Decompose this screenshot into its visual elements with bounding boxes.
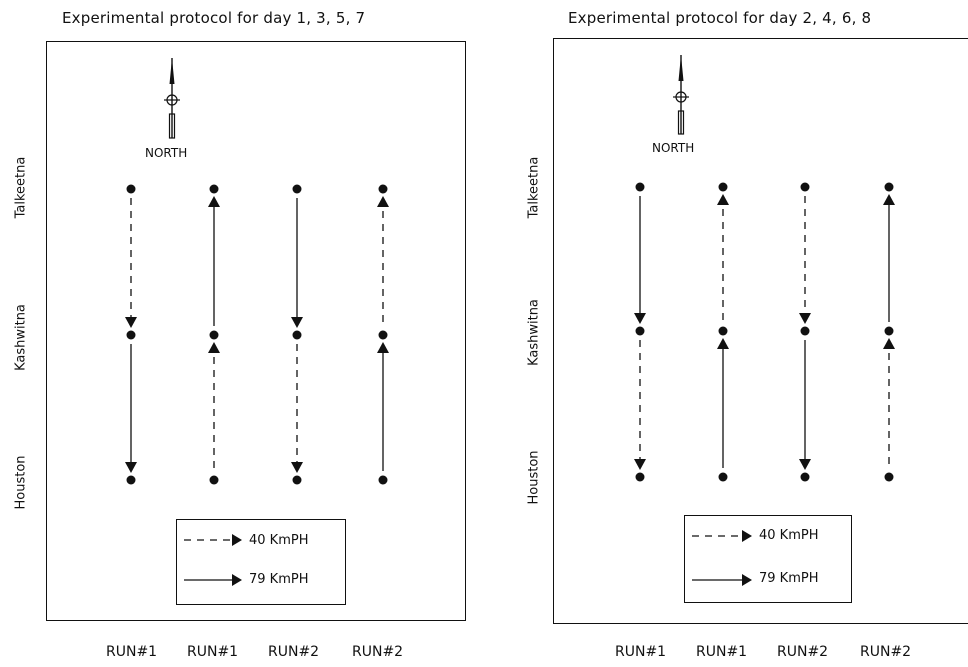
run-label: RUN#2 [352, 644, 404, 660]
station-dot [378, 475, 388, 485]
run-label: RUN#1 [106, 644, 158, 660]
arrow-head-north [717, 338, 729, 349]
north-arrow-tail [168, 113, 176, 139]
arrow-head-south [799, 313, 811, 324]
legend-arrow-icon [742, 574, 752, 586]
arrow-head-south [634, 313, 646, 324]
station-dot [718, 182, 728, 192]
station-dot [635, 326, 645, 336]
run-label: RUN#2 [860, 644, 912, 660]
station-dot [126, 475, 136, 485]
station-dot [884, 472, 894, 482]
legend: 40 KmPH 79 KmPH [684, 515, 852, 603]
station-dot [718, 472, 728, 482]
station-dot [292, 330, 302, 340]
legend-label-dashed: 40 KmPH [759, 528, 819, 543]
legend-arrow-icon [742, 530, 752, 542]
arrow-head-north [377, 342, 389, 353]
station-dot [126, 330, 136, 340]
arrow-head-south [291, 317, 303, 328]
run-label: RUN#1 [696, 644, 748, 660]
station-dot [378, 330, 388, 340]
panel-title: Experimental protocol for day 2, 4, 6, 8 [568, 9, 872, 27]
arrow-head-north [377, 196, 389, 207]
run-label: RUN#1 [187, 644, 239, 660]
station-dot [209, 330, 219, 340]
arrow-head-north [717, 194, 729, 205]
north-label: NORTH [145, 146, 188, 160]
legend-label-solid: 79 KmPH [249, 572, 309, 587]
station-dot [209, 475, 219, 485]
station-dot [292, 475, 302, 485]
run-label: RUN#1 [615, 644, 667, 660]
diagram-frame [553, 38, 968, 624]
north-label: NORTH [652, 141, 695, 155]
north-arrow-icon [678, 55, 684, 81]
station-dot [292, 184, 302, 194]
station-dot [718, 326, 728, 336]
station-dot [378, 184, 388, 194]
legend-arrow-icon [232, 574, 242, 586]
arrow-head-north [208, 196, 220, 207]
legend-label-solid: 79 KmPH [759, 571, 819, 586]
arrow-head-north [208, 342, 220, 353]
run-label: RUN#2 [777, 644, 829, 660]
station-dot [126, 184, 136, 194]
north-arrow-tail [677, 110, 685, 135]
arrow-head-south [634, 459, 646, 470]
station-dot [800, 182, 810, 192]
station-dot [884, 182, 894, 192]
panel-title: Experimental protocol for day 1, 3, 5, 7 [62, 9, 366, 27]
station-dot [635, 472, 645, 482]
station-dot [209, 184, 219, 194]
station-dot [635, 182, 645, 192]
arrow-head-south [291, 462, 303, 473]
diagram-frame [46, 41, 466, 621]
arrow-head-north [883, 194, 895, 205]
north-arrow-icon [169, 58, 175, 84]
arrow-head-north [883, 338, 895, 349]
station-dot [800, 472, 810, 482]
arrow-head-south [125, 462, 137, 473]
station-dot [800, 326, 810, 336]
arrow-head-south [799, 459, 811, 470]
legend: 40 KmPH 79 KmPH [176, 519, 346, 605]
run-label: RUN#2 [268, 644, 320, 660]
legend-arrow-icon [232, 534, 242, 546]
station-dot [884, 326, 894, 336]
protocol-panel-odd-days: Experimental protocol for day 1, 3, 5, 7… [0, 0, 480, 667]
legend-label-dashed: 40 KmPH [249, 533, 309, 548]
arrow-head-south [125, 317, 137, 328]
